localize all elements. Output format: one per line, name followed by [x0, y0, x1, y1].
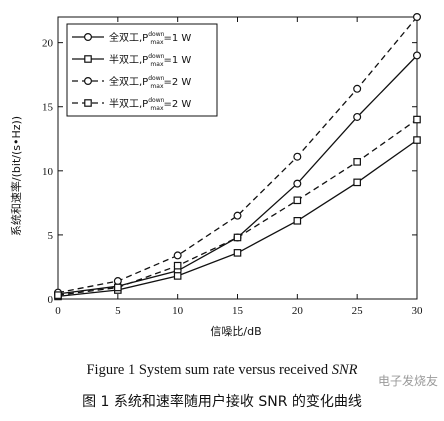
data-point: [114, 283, 122, 292]
data-point: [413, 51, 422, 60]
y-tick-label: 0: [48, 294, 54, 306]
chart: 0 5 10 15 20 25 30 0 5 10 15 20 全双工,Pdown max=1 W 半双工…: [9, 13, 423, 338]
legend-marker: [83, 32, 92, 41]
series-4: [54, 115, 421, 299]
data-point: [54, 291, 62, 299]
legend-entry: 全双工,Pdown max=2 W: [72, 75, 191, 90]
x-tick-label: 0: [55, 305, 61, 317]
legend-marker: [83, 76, 92, 85]
data-point: [173, 251, 182, 260]
data-point: [293, 152, 302, 161]
x-tick-label: 5: [115, 305, 121, 317]
data-point: [293, 217, 302, 225]
series-layer: [53, 13, 422, 301]
legend-entry: 全双工,Pdown max=1 W: [72, 31, 191, 46]
legend-label: 半双工,Pdown max=1 W: [109, 53, 191, 68]
y-tick-label: 20: [42, 38, 54, 50]
data-point: [353, 84, 362, 93]
caption-chinese: 图 1 系统和速率随用户接收 SNR 的变化曲线: [82, 394, 362, 410]
data-point: [353, 178, 361, 187]
legend-entry: 半双工,Pdown max=2 W: [72, 97, 191, 112]
x-tick-label: 30: [412, 305, 424, 317]
legend-box: [66, 23, 218, 117]
data-point: [173, 261, 182, 270]
data-point: [113, 277, 122, 286]
legend-label: 半双工,Pdown max=2 W: [109, 97, 191, 112]
data-point: [173, 272, 182, 280]
data-point: [413, 13, 422, 22]
caption-english-snr: SNR: [331, 362, 358, 378]
legend-marker: [84, 55, 92, 63]
data-point: [233, 211, 242, 220]
y-tick-label: 10: [42, 166, 54, 178]
data-point: [353, 112, 362, 121]
x-axis-label: 信噪比/dB: [210, 325, 261, 338]
caption-english: Figure 1 System sum rate versus received…: [0, 362, 444, 379]
data-point: [413, 136, 421, 144]
watermark: 电子发烧友: [377, 374, 438, 388]
legend-label: 全双工,Pdown max=2 W: [109, 75, 191, 90]
legend-marker: [84, 99, 92, 107]
x-tick-label: 25: [352, 305, 364, 317]
x-tick-label: 20: [292, 305, 304, 317]
data-point: [293, 179, 302, 188]
caption-english-prefix: Figure 1 System sum rate versus received: [86, 362, 332, 378]
y-axis-label: 系统和速率/(bit/(s•Hz)): [9, 116, 23, 236]
legend-label: 全双工,Pdown max=1 W: [109, 31, 191, 46]
legend: 全双工,Pdown max=1 W 半双工,Pdown max=1 W 全双工,Pdow…: [66, 23, 218, 117]
ticks: 0 5 10 15 20 25 30 0 5 10 15 20: [42, 17, 423, 317]
data-point: [413, 115, 421, 124]
x-tick-label: 10: [172, 305, 184, 317]
data-point: [233, 233, 242, 242]
y-tick-label: 15: [42, 102, 54, 114]
data-point: [233, 249, 242, 257]
legend-entry: 半双工,Pdown max=1 W: [72, 53, 191, 68]
data-point: [293, 196, 302, 205]
series-line: [57, 118, 418, 296]
y-tick-label: 5: [48, 230, 54, 242]
x-tick-label: 15: [232, 305, 244, 317]
data-point: [353, 158, 361, 166]
